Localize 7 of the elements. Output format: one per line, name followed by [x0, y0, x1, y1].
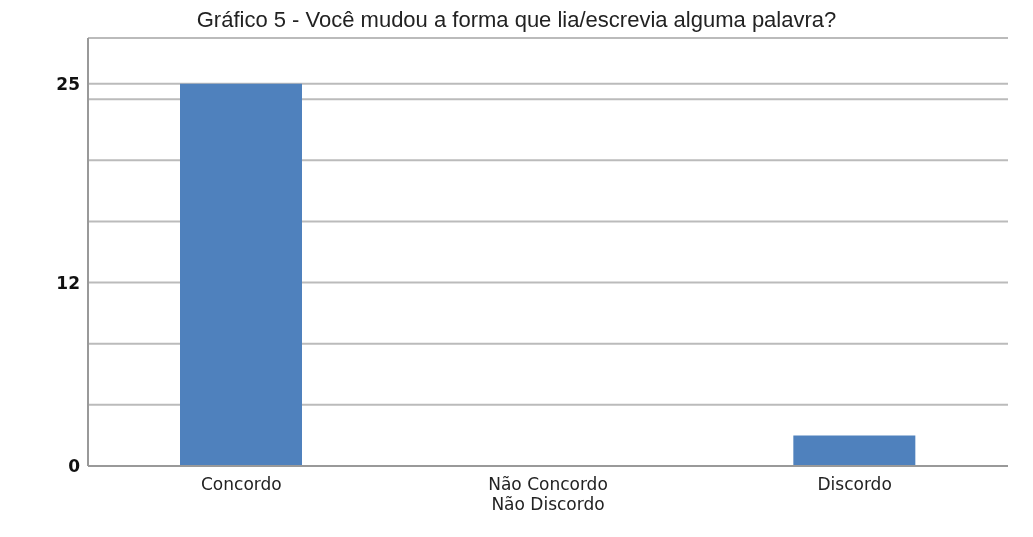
x-tick-label: Não Concordo Não Discordo: [488, 474, 608, 514]
x-tick-label: Concordo: [200, 474, 282, 494]
y-tick-label: 0: [68, 456, 81, 477]
y-tick-label: 25: [56, 73, 80, 94]
chart-title: Gráfico 5 - Você mudou a forma que lia/escrevia alguma palavra?: [195, 7, 838, 34]
y-tick-label: 12: [56, 272, 80, 293]
x-tick-label: Discordo: [817, 474, 892, 494]
